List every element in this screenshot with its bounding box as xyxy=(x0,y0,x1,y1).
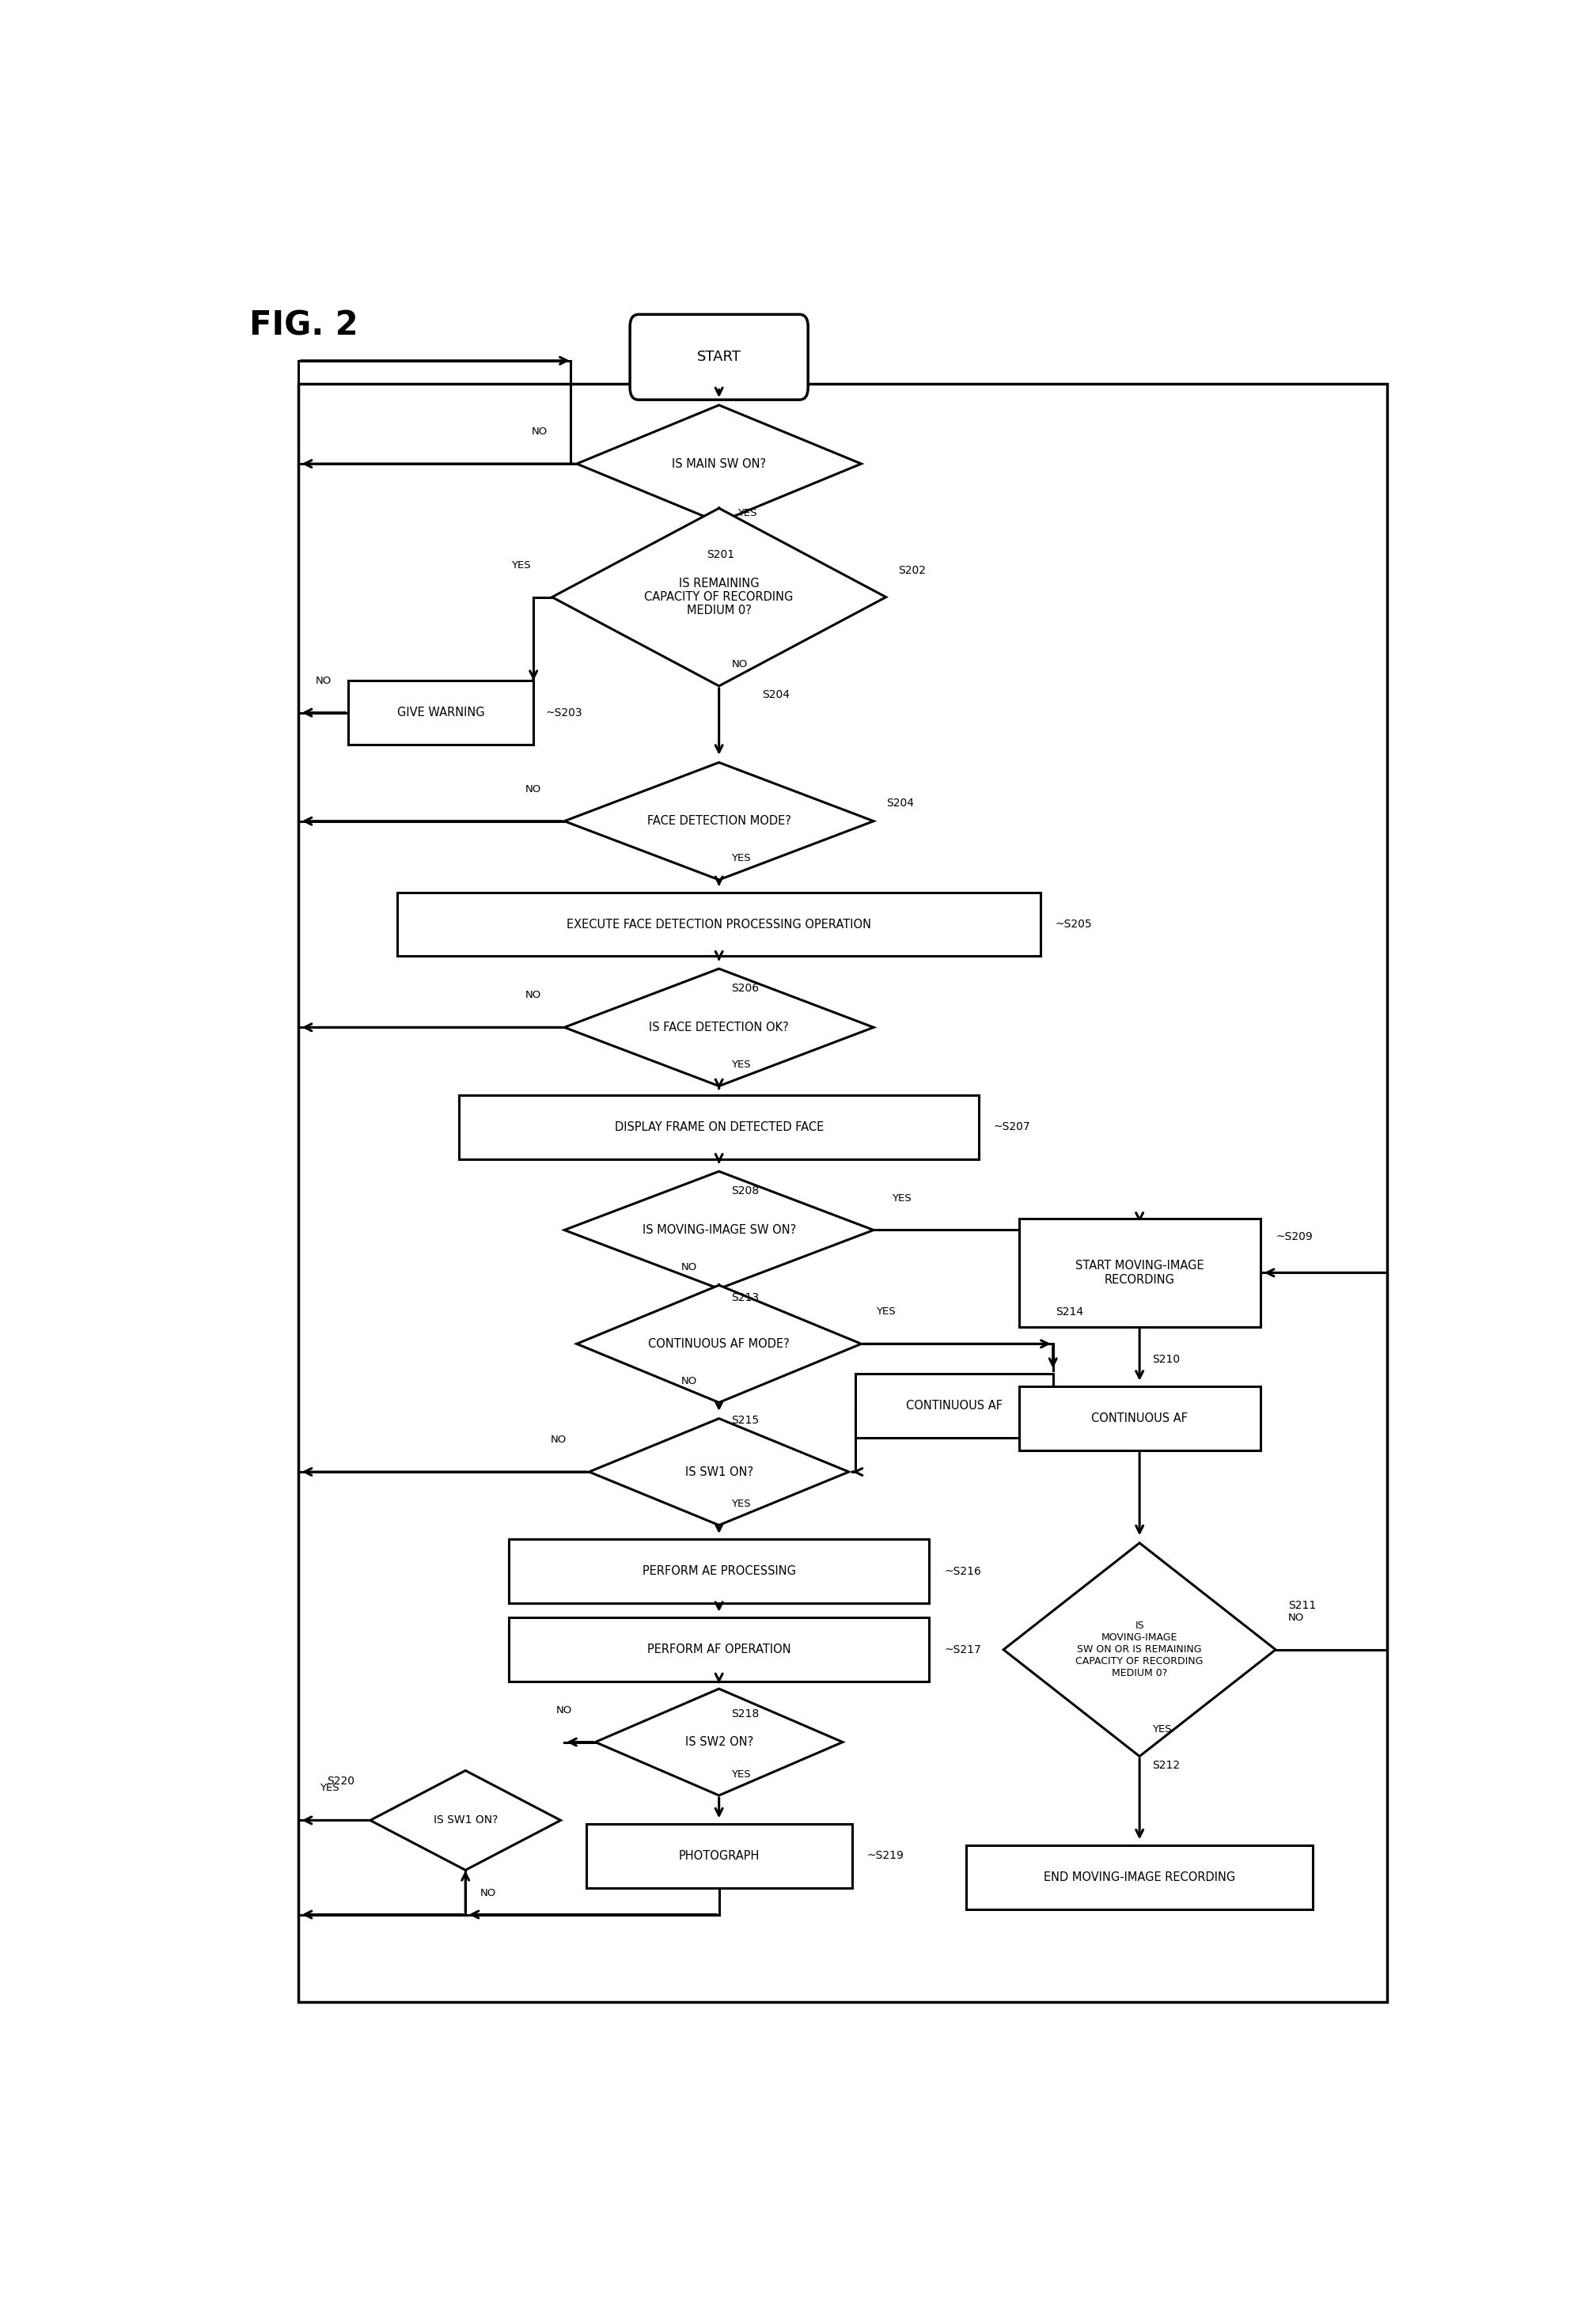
FancyBboxPatch shape xyxy=(630,314,808,399)
Text: YES: YES xyxy=(737,508,757,520)
Text: YES: YES xyxy=(1152,1725,1171,1734)
Text: YES: YES xyxy=(731,854,750,864)
Text: S212: S212 xyxy=(1152,1759,1179,1771)
Polygon shape xyxy=(552,508,886,686)
Text: IS FACE DETECTION OK?: IS FACE DETECTION OK? xyxy=(650,1021,788,1034)
Bar xyxy=(298,383,1387,2002)
Text: NO: NO xyxy=(557,1704,573,1716)
Text: S202: S202 xyxy=(899,566,926,575)
Text: EXECUTE FACE DETECTION PROCESSING OPERATION: EXECUTE FACE DETECTION PROCESSING OPERAT… xyxy=(567,919,871,931)
Text: START: START xyxy=(697,351,741,365)
Text: PERFORM AE PROCESSING: PERFORM AE PROCESSING xyxy=(642,1566,796,1577)
Text: YES: YES xyxy=(731,1499,750,1510)
Text: S220: S220 xyxy=(327,1776,354,1787)
Text: IS REMAINING
CAPACITY OF RECORDING
MEDIUM 0?: IS REMAINING CAPACITY OF RECORDING MEDIU… xyxy=(645,577,793,617)
Bar xyxy=(855,1374,1053,1439)
Text: YES: YES xyxy=(892,1194,911,1203)
Bar xyxy=(348,681,533,746)
Text: CONTINUOUS AF MODE?: CONTINUOUS AF MODE? xyxy=(648,1337,790,1351)
Text: FACE DETECTION MODE?: FACE DETECTION MODE? xyxy=(646,815,792,827)
Text: S204: S204 xyxy=(886,799,913,808)
Text: NO: NO xyxy=(531,427,547,436)
Bar xyxy=(967,1845,1314,1910)
Text: YES: YES xyxy=(319,1783,340,1794)
Text: NO: NO xyxy=(525,785,541,794)
Polygon shape xyxy=(576,1286,862,1402)
Text: ~S219: ~S219 xyxy=(867,1850,903,1861)
Text: ~S216: ~S216 xyxy=(945,1566,982,1577)
Text: S201: S201 xyxy=(707,550,734,561)
Text: IS SW2 ON?: IS SW2 ON? xyxy=(685,1736,753,1748)
Text: ~S203: ~S203 xyxy=(546,707,583,718)
Text: NO: NO xyxy=(681,1263,697,1272)
Polygon shape xyxy=(589,1418,849,1526)
Text: S218: S218 xyxy=(731,1709,760,1720)
Text: NO: NO xyxy=(480,1889,496,1898)
Text: S210: S210 xyxy=(1152,1353,1179,1365)
Bar xyxy=(1018,1385,1261,1450)
Text: IS MAIN SW ON?: IS MAIN SW ON? xyxy=(672,457,766,469)
Text: IS MOVING-IMAGE SW ON?: IS MOVING-IMAGE SW ON? xyxy=(642,1224,796,1235)
Text: S213: S213 xyxy=(731,1293,760,1302)
Text: ~S217: ~S217 xyxy=(945,1644,982,1656)
Text: FIG. 2: FIG. 2 xyxy=(249,309,358,342)
Text: S214: S214 xyxy=(1055,1307,1084,1318)
Text: YES: YES xyxy=(731,1060,750,1069)
Text: DISPLAY FRAME ON DETECTED FACE: DISPLAY FRAME ON DETECTED FACE xyxy=(614,1120,824,1134)
Text: S204: S204 xyxy=(763,690,790,700)
Text: START MOVING-IMAGE
RECORDING: START MOVING-IMAGE RECORDING xyxy=(1076,1261,1203,1286)
Text: NO: NO xyxy=(1288,1612,1304,1623)
Text: IS SW1 ON?: IS SW1 ON? xyxy=(685,1466,753,1478)
Text: ~S209: ~S209 xyxy=(1275,1231,1312,1242)
Text: YES: YES xyxy=(876,1307,895,1316)
Text: S215: S215 xyxy=(731,1415,760,1427)
Text: S211: S211 xyxy=(1288,1600,1315,1612)
Text: YES: YES xyxy=(511,561,531,570)
Bar xyxy=(509,1619,929,1681)
Bar xyxy=(460,1094,978,1159)
Polygon shape xyxy=(576,404,862,522)
Text: NO: NO xyxy=(525,991,541,1000)
Text: NO: NO xyxy=(551,1434,567,1445)
Text: NO: NO xyxy=(314,677,332,686)
Text: IS
MOVING-IMAGE
SW ON OR IS REMAINING
CAPACITY OF RECORDING
MEDIUM 0?: IS MOVING-IMAGE SW ON OR IS REMAINING CA… xyxy=(1076,1621,1203,1679)
Text: NO: NO xyxy=(731,660,747,670)
Text: PERFORM AF OPERATION: PERFORM AF OPERATION xyxy=(646,1644,792,1656)
Text: YES: YES xyxy=(731,1769,750,1780)
Polygon shape xyxy=(595,1688,843,1796)
Polygon shape xyxy=(565,762,873,880)
Text: S206: S206 xyxy=(731,984,760,993)
Polygon shape xyxy=(370,1771,560,1870)
Text: IS SW1 ON?: IS SW1 ON? xyxy=(433,1815,498,1826)
Text: NO: NO xyxy=(681,1376,697,1385)
Text: PHOTOGRAPH: PHOTOGRAPH xyxy=(678,1850,760,1861)
Polygon shape xyxy=(1004,1542,1275,1757)
Bar xyxy=(586,1824,852,1889)
Polygon shape xyxy=(565,970,873,1085)
Text: CONTINUOUS AF: CONTINUOUS AF xyxy=(1092,1413,1187,1425)
Text: ~S205: ~S205 xyxy=(1055,919,1092,931)
Text: GIVE WARNING: GIVE WARNING xyxy=(397,707,485,718)
Text: END MOVING-IMAGE RECORDING: END MOVING-IMAGE RECORDING xyxy=(1044,1870,1235,1884)
Bar xyxy=(509,1540,929,1602)
Text: S208: S208 xyxy=(731,1185,760,1196)
Bar xyxy=(397,891,1041,956)
Text: ~S207: ~S207 xyxy=(994,1122,1031,1131)
Polygon shape xyxy=(565,1171,873,1288)
Bar xyxy=(1018,1219,1261,1328)
Text: CONTINUOUS AF: CONTINUOUS AF xyxy=(907,1399,1002,1413)
